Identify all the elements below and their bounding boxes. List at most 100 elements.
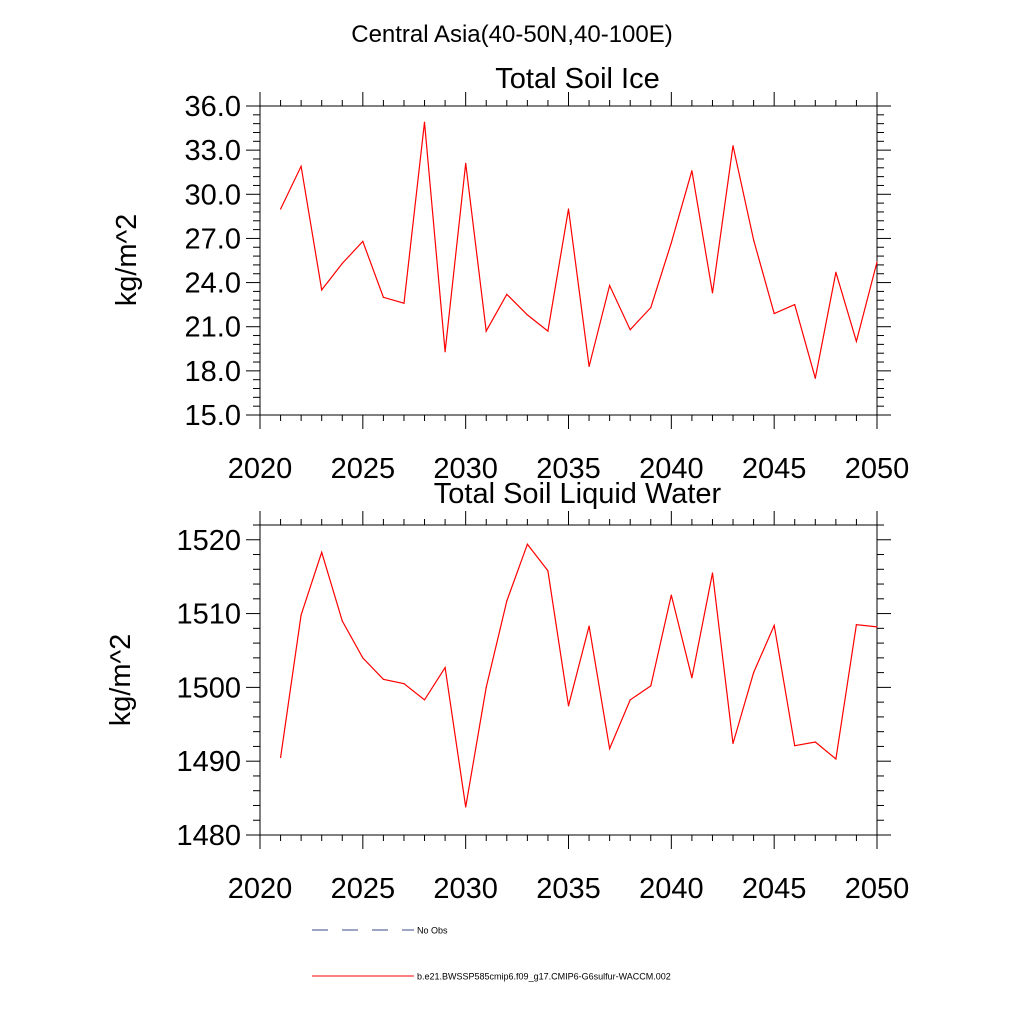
plot-frame <box>259 524 878 836</box>
chart-title: Total Soil Liquid Water <box>434 478 722 510</box>
data-point <box>855 340 858 343</box>
data-point <box>444 351 446 353</box>
data-point <box>485 330 487 332</box>
data-point <box>794 304 796 306</box>
x-tick-label: 2020 <box>228 453 293 485</box>
data-point <box>300 614 302 616</box>
x-tick-label: 2040 <box>639 873 704 905</box>
data-point <box>547 330 549 332</box>
legend-label-1: No Obs <box>417 926 448 936</box>
data-point <box>526 314 528 316</box>
x-tick-label: 2045 <box>742 873 807 905</box>
figure-title: Central Asia(40-50N,40-100E) <box>351 21 673 48</box>
data-point <box>814 741 816 743</box>
y-tick-label: 1480 <box>176 820 241 852</box>
data-point <box>279 208 282 210</box>
x-tick-label: 2030 <box>433 873 498 905</box>
data-point <box>609 748 611 750</box>
data-point <box>506 293 508 295</box>
data-point <box>855 624 858 626</box>
data-point <box>711 572 714 574</box>
data-point <box>423 699 426 701</box>
data-point <box>465 806 467 808</box>
x-tick-label: 2045 <box>742 453 807 485</box>
data-point <box>279 756 282 759</box>
data-point <box>732 145 734 147</box>
data-point <box>650 685 652 687</box>
data-point <box>773 312 775 315</box>
series-line-1 <box>280 122 878 379</box>
y-tick-label: 1500 <box>176 672 241 704</box>
x-tick-label: 2020 <box>228 873 293 905</box>
data-point <box>567 705 570 707</box>
data-point <box>547 570 549 572</box>
data-point <box>341 620 343 622</box>
x-tick-label: 2025 <box>331 873 396 905</box>
y-tick-label: 1490 <box>176 746 241 778</box>
x-tick-label: 2030 <box>433 453 498 485</box>
legend-label-2: b.e21.BWSSP585cmip6.f09_g17.CMIP6-G6sulf… <box>417 972 671 982</box>
y-tick-label: 1510 <box>176 599 241 631</box>
x-tick-label: 2025 <box>331 453 396 485</box>
data-point <box>732 742 734 745</box>
data-point <box>423 121 426 123</box>
y-tick-label: 27.0 <box>185 223 241 255</box>
data-point <box>650 306 652 309</box>
y-tick-label: 1520 <box>176 525 241 557</box>
data-point <box>506 600 508 602</box>
data-point <box>794 745 796 747</box>
data-point <box>876 626 878 628</box>
y-tick-label: 33.0 <box>185 135 241 167</box>
data-point <box>588 365 590 368</box>
data-point <box>526 543 528 545</box>
data-point <box>876 261 878 263</box>
data-point <box>691 677 693 679</box>
data-point <box>814 377 816 379</box>
x-tick-label: 2040 <box>639 453 704 485</box>
y-tick-label: 36.0 <box>185 91 241 123</box>
data-point <box>382 678 384 680</box>
data-point <box>321 551 323 553</box>
plot-frame <box>259 105 878 416</box>
data-point <box>773 624 775 626</box>
data-point <box>588 625 590 627</box>
y-tick-label: 15.0 <box>185 400 241 432</box>
data-point <box>609 284 611 287</box>
y-tick-label: 24.0 <box>185 268 241 300</box>
data-point <box>300 165 302 167</box>
series-line-1 <box>280 542 878 808</box>
x-tick-label: 2035 <box>536 453 601 485</box>
data-point <box>321 289 323 291</box>
data-point <box>382 296 384 298</box>
data-point <box>629 699 631 701</box>
x-tick-label: 2050 <box>845 453 910 485</box>
data-point <box>711 292 714 294</box>
y-tick-label: 21.0 <box>185 312 241 344</box>
chart-panel-1: Total Soil Ice kg/m^2 2020 2025 2030 2035 2040… <box>111 63 909 485</box>
data-point <box>691 170 693 172</box>
data-point <box>629 329 631 331</box>
data-point <box>670 594 672 596</box>
data-point <box>670 242 672 244</box>
y-tick-label: 30.0 <box>185 179 241 211</box>
data-point <box>362 240 364 242</box>
data-point <box>465 162 467 164</box>
x-tick-label: 2050 <box>845 873 910 905</box>
legend: No Obs b.e21.BWSSP585cmip6.f09_g17.CMIP6-… <box>312 926 671 982</box>
chart-panel-2: Total Soil Liquid Water kg/m^2 2020 2025 203… <box>105 478 909 905</box>
x-tick-label: 2035 <box>536 873 601 905</box>
data-point <box>362 657 364 659</box>
data-point <box>567 208 570 210</box>
data-point <box>835 758 837 760</box>
data-point <box>341 262 343 265</box>
data-point <box>835 271 837 273</box>
y-axis-label: kg/m^2 <box>105 634 137 727</box>
data-point <box>403 683 405 685</box>
y-tick-label: 18.0 <box>185 356 241 388</box>
data-point <box>485 686 487 688</box>
data-point <box>403 302 405 304</box>
y-axis-label: kg/m^2 <box>111 214 143 307</box>
data-point <box>753 239 755 241</box>
data-point <box>444 666 446 669</box>
